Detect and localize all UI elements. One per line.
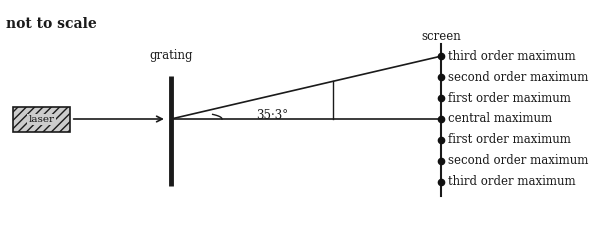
Text: not to scale: not to scale bbox=[6, 17, 97, 31]
Text: 35·3°: 35·3° bbox=[256, 109, 288, 122]
Text: screen: screen bbox=[421, 30, 461, 43]
Text: first order maximum: first order maximum bbox=[448, 92, 571, 104]
Text: laser: laser bbox=[29, 115, 55, 124]
Text: second order maximum: second order maximum bbox=[448, 154, 589, 167]
Text: third order maximum: third order maximum bbox=[448, 175, 576, 188]
Text: first order maximum: first order maximum bbox=[448, 134, 571, 146]
Text: second order maximum: second order maximum bbox=[448, 71, 589, 84]
Text: grating: grating bbox=[149, 49, 193, 62]
Bar bbox=[13, 107, 70, 132]
Text: third order maximum: third order maximum bbox=[448, 50, 576, 63]
Text: central maximum: central maximum bbox=[448, 113, 553, 125]
